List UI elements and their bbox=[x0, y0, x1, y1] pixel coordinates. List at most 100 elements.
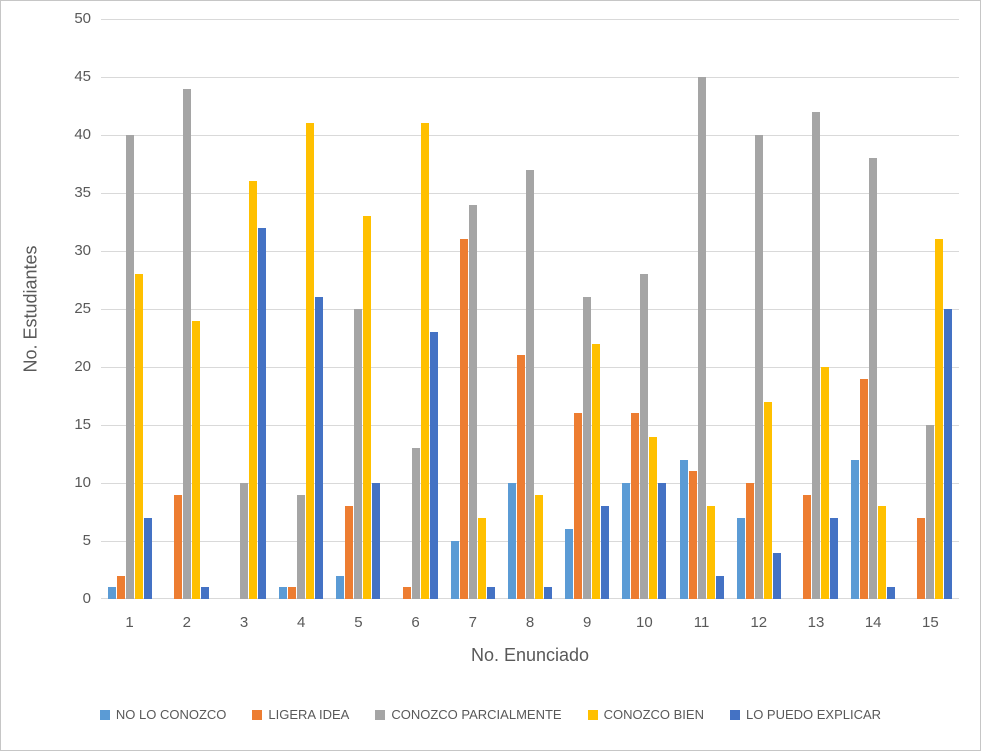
bar-no-lo-conozco-cat-1 bbox=[107, 587, 116, 599]
bar-no-lo-conozco-cat-9 bbox=[565, 529, 574, 599]
bar-lo-puedo-explicar-cat-9 bbox=[601, 506, 610, 599]
bar-lo-puedo-explicar-cat-10 bbox=[658, 483, 667, 599]
bar-conozco-bien-cat-12 bbox=[763, 401, 772, 599]
bar-group-3 bbox=[215, 19, 272, 599]
bar-ligera-idea-cat-2 bbox=[173, 494, 182, 599]
x-tick-label-15: 15 bbox=[922, 614, 939, 631]
bar-conozco-bien-cat-8 bbox=[534, 494, 543, 599]
bar-group-10 bbox=[616, 19, 673, 599]
bar-conozco-parcialmente-cat-5 bbox=[354, 309, 363, 599]
bar-ligera-idea-cat-15 bbox=[917, 517, 926, 599]
bar-conozco-parcialmente-cat-3 bbox=[239, 483, 248, 599]
bar-conozco-parcialmente-cat-1 bbox=[125, 135, 134, 599]
legend-swatch-ligera-idea bbox=[252, 709, 263, 720]
bar-ligera-idea-cat-6 bbox=[402, 587, 411, 599]
bar-no-lo-conozco-cat-11 bbox=[679, 459, 688, 599]
bar-ligera-idea-cat-8 bbox=[516, 355, 525, 599]
y-tick-label-30: 30 bbox=[74, 242, 91, 259]
x-tick-label-1: 1 bbox=[125, 614, 134, 631]
bar-group-1 bbox=[101, 19, 158, 599]
bar-no-lo-conozco-cat-4 bbox=[279, 587, 288, 599]
bar-lo-puedo-explicar-cat-12 bbox=[772, 552, 781, 599]
bar-conozco-bien-cat-1 bbox=[134, 274, 143, 599]
legend-item-lo-puedo-explicar: LO PUEDO EXPLICAR bbox=[729, 707, 881, 722]
y-tick-label-50: 50 bbox=[74, 10, 91, 27]
gridline-40 bbox=[101, 135, 959, 136]
bar-conozco-parcialmente-cat-15 bbox=[926, 425, 935, 599]
bar-ligera-idea-cat-14 bbox=[860, 378, 869, 599]
legend-swatch-conozco-parcialmente bbox=[375, 709, 386, 720]
bar-ligera-idea-cat-10 bbox=[631, 413, 640, 599]
y-tick-label-40: 40 bbox=[74, 126, 91, 143]
gridline-50 bbox=[101, 19, 959, 20]
bar-no-lo-conozco-cat-7 bbox=[450, 541, 459, 599]
bar-lo-puedo-explicar-cat-6 bbox=[429, 332, 438, 599]
bar-group-14 bbox=[845, 19, 902, 599]
legend-swatch-lo-puedo-explicar bbox=[729, 709, 740, 720]
y-axis-ticks: 0 5 10 15 20 25 30 35 40 45 50 bbox=[11, 10, 91, 607]
bar-group-9 bbox=[559, 19, 616, 599]
legend-label-conozco-bien: CONOZCO BIEN bbox=[603, 707, 704, 722]
bar-lo-puedo-explicar-cat-15 bbox=[944, 309, 953, 599]
bar-group-2 bbox=[158, 19, 215, 599]
x-tick-label-9: 9 bbox=[583, 614, 592, 631]
legend-label-conozco-parcialmente: CONOZCO PARCIALMENTE bbox=[391, 707, 562, 722]
bar-conozco-bien-cat-6 bbox=[420, 123, 429, 599]
x-tick-label-6: 6 bbox=[411, 614, 420, 631]
bar-no-lo-conozco-cat-14 bbox=[851, 459, 860, 599]
legend-label-no-lo-conozco: NO LO CONOZCO bbox=[115, 707, 227, 722]
bar-no-lo-conozco-cat-8 bbox=[507, 483, 516, 599]
bar-lo-puedo-explicar-cat-4 bbox=[315, 297, 324, 599]
bar-conozco-bien-cat-9 bbox=[592, 343, 601, 599]
bar-conozco-parcialmente-cat-13 bbox=[811, 111, 820, 599]
legend-swatch-conozco-bien bbox=[587, 709, 598, 720]
bar-conozco-parcialmente-cat-7 bbox=[468, 204, 477, 599]
bar-conozco-parcialmente-cat-6 bbox=[411, 448, 420, 599]
y-tick-label-35: 35 bbox=[74, 184, 91, 201]
bar-lo-puedo-explicar-cat-1 bbox=[143, 517, 152, 599]
bar-conozco-bien-cat-2 bbox=[191, 320, 200, 599]
bar-lo-puedo-explicar-cat-8 bbox=[543, 587, 552, 599]
legend-label-ligera-idea: LIGERA IDEA bbox=[268, 707, 350, 722]
bar-group-4 bbox=[273, 19, 330, 599]
legend-item-conozco-parcialmente: CONOZCO PARCIALMENTE bbox=[375, 707, 562, 722]
bar-ligera-idea-cat-9 bbox=[574, 413, 583, 599]
x-tick-label-2: 2 bbox=[182, 614, 191, 631]
bar-ligera-idea-cat-11 bbox=[688, 471, 697, 599]
legend-item-conozco-bien: CONOZCO BIEN bbox=[587, 707, 704, 722]
bar-group-6 bbox=[387, 19, 444, 599]
x-tick-label-7: 7 bbox=[468, 614, 477, 631]
legend: NO LO CONOZCO LIGERA IDEA CONOZCO PARCIALM… bbox=[1, 707, 980, 722]
x-tick-label-12: 12 bbox=[750, 614, 768, 631]
bar-no-lo-conozco-cat-5 bbox=[336, 575, 345, 599]
bar-conozco-parcialmente-cat-4 bbox=[297, 494, 306, 599]
bar-ligera-idea-cat-1 bbox=[116, 575, 125, 599]
bar-conozco-bien-cat-7 bbox=[477, 517, 486, 599]
y-tick-label-10: 10 bbox=[74, 474, 91, 491]
legend-item-no-lo-conozco: NO LO CONOZCO bbox=[99, 707, 227, 722]
x-tick-label-13: 13 bbox=[807, 614, 825, 631]
x-tick-label-3: 3 bbox=[239, 614, 249, 631]
bars-layer bbox=[101, 19, 959, 599]
bar-group-11 bbox=[673, 19, 730, 599]
bar-lo-puedo-explicar-cat-7 bbox=[486, 587, 495, 599]
x-tick-label-10: 10 bbox=[636, 614, 653, 631]
x-axis-ticks: 1 2 3 4 5 6 7 8 9 10 11 12 13 14 15 bbox=[101, 613, 959, 633]
legend-item-ligera-idea: LIGERA IDEA bbox=[252, 707, 349, 722]
bar-lo-puedo-explicar-cat-2 bbox=[200, 587, 209, 599]
x-tick-label-14: 14 bbox=[864, 614, 882, 631]
x-axis-title: No. Enunciado bbox=[470, 645, 590, 665]
bar-conozco-bien-cat-13 bbox=[820, 367, 829, 599]
bar-conozco-bien-cat-10 bbox=[649, 436, 658, 599]
bar-lo-puedo-explicar-cat-13 bbox=[829, 517, 838, 599]
x-tick-label-5: 5 bbox=[354, 614, 363, 631]
bar-ligera-idea-cat-7 bbox=[459, 239, 468, 599]
bar-ligera-idea-cat-12 bbox=[745, 483, 754, 599]
bar-conozco-bien-cat-15 bbox=[935, 239, 944, 599]
bar-ligera-idea-cat-13 bbox=[802, 494, 811, 599]
y-tick-label-0: 0 bbox=[82, 590, 91, 607]
bar-conozco-parcialmente-cat-2 bbox=[182, 88, 191, 599]
y-tick-label-45: 45 bbox=[74, 68, 91, 85]
y-tick-label-25: 25 bbox=[74, 300, 91, 317]
